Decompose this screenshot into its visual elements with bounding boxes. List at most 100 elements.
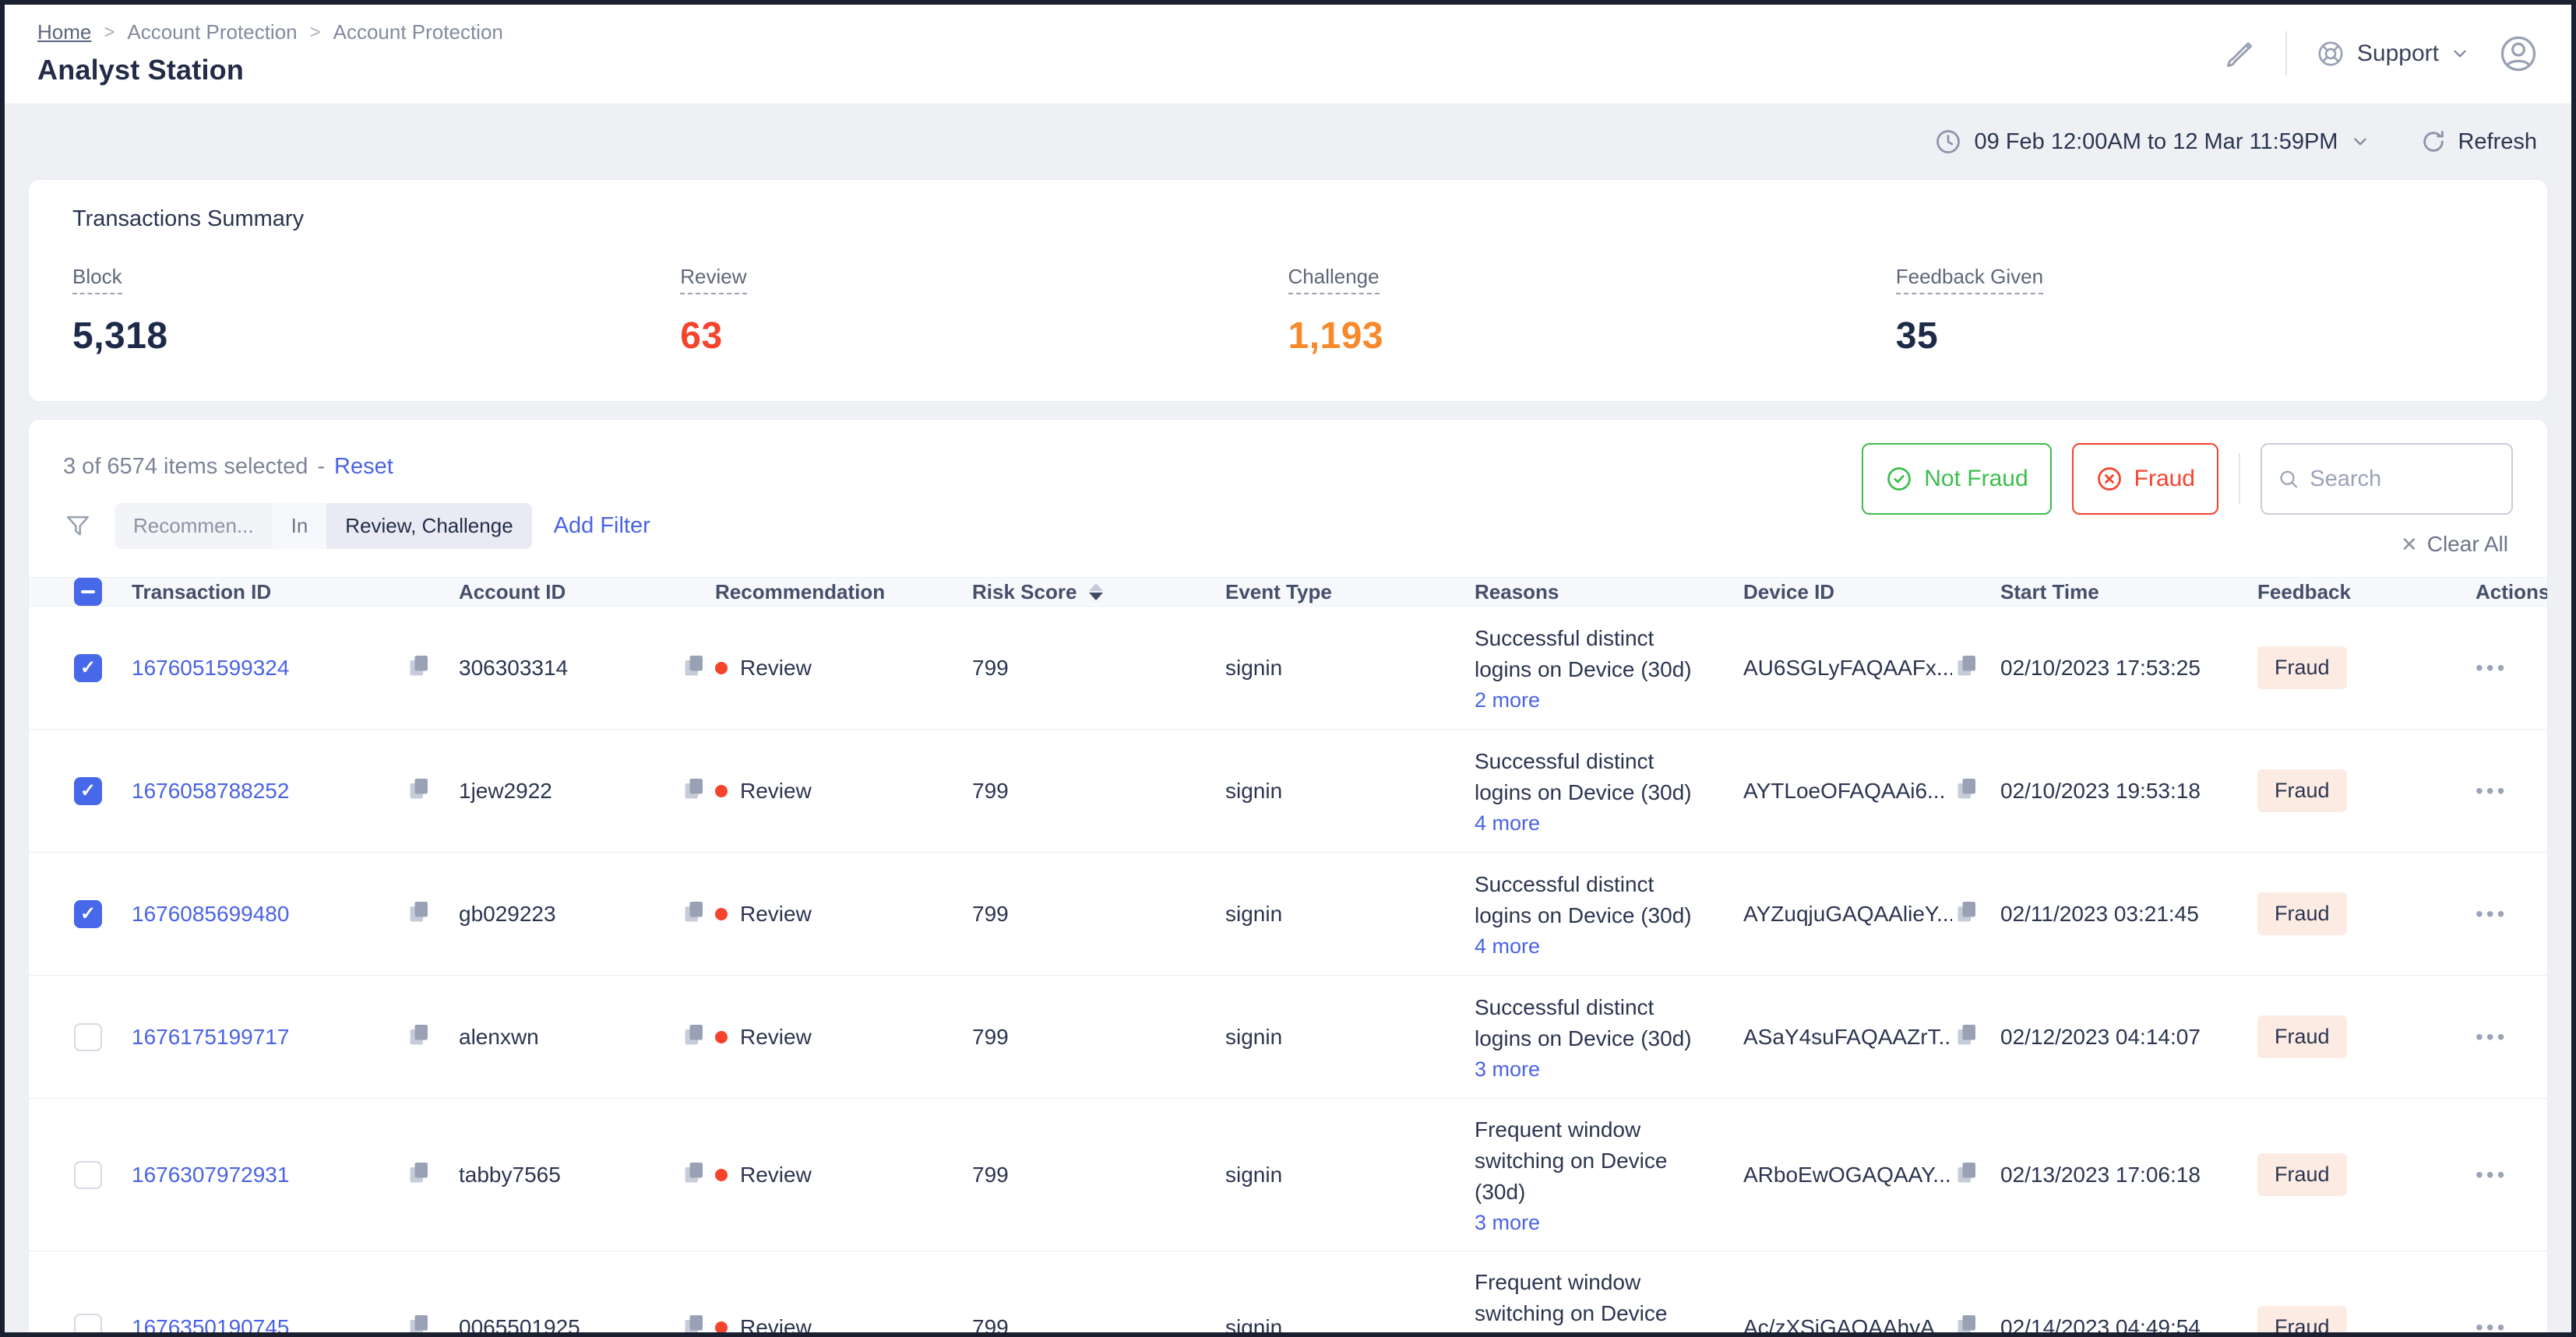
copy-icon[interactable] bbox=[679, 1020, 707, 1054]
breadcrumb-home[interactable]: Home bbox=[37, 20, 92, 44]
theme-brush-icon[interactable] bbox=[2223, 37, 2257, 71]
header-left: Home > Account Protection > Account Prot… bbox=[37, 20, 503, 86]
row-checkbox[interactable] bbox=[74, 1022, 102, 1051]
copy-icon[interactable] bbox=[404, 651, 432, 684]
column-header-transaction-id[interactable]: Transaction ID bbox=[132, 579, 272, 603]
sort-icons[interactable] bbox=[1089, 583, 1104, 600]
date-range-picker[interactable]: 09 Feb 12:00AM to 12 Mar 11:59PM bbox=[1934, 128, 2371, 156]
row-actions-menu-icon[interactable]: ••• bbox=[2476, 778, 2508, 803]
copy-icon[interactable] bbox=[1952, 1311, 1980, 1332]
more-reasons-link[interactable]: 4 more bbox=[1475, 934, 1541, 958]
recommendation-value: Review bbox=[740, 1314, 812, 1333]
reason-text: Successful distinct logins on Device (30… bbox=[1475, 995, 1692, 1050]
selection-summary: 3 of 6574 items selected - Reset bbox=[63, 454, 650, 480]
column-header-account-id[interactable]: Account ID bbox=[459, 579, 566, 603]
row-checkbox[interactable] bbox=[74, 653, 102, 682]
selection-separator: - bbox=[317, 454, 326, 479]
more-reasons-link[interactable]: 2 more bbox=[1475, 688, 1541, 712]
copy-icon[interactable] bbox=[404, 774, 432, 807]
column-header-feedback[interactable]: Feedback bbox=[2257, 579, 2351, 603]
account-id-value: alenxwn bbox=[459, 1024, 539, 1049]
column-header-actions: Actions bbox=[2476, 579, 2547, 603]
row-actions-menu-icon[interactable]: ••• bbox=[2476, 1314, 2508, 1333]
column-header-start-time[interactable]: Start Time bbox=[2000, 579, 2099, 603]
filter-field-pill[interactable]: Recommen... bbox=[115, 503, 273, 549]
filter-funnel-icon bbox=[67, 515, 89, 536]
copy-icon[interactable] bbox=[404, 897, 432, 931]
transaction-id-link[interactable]: 1676051599324 bbox=[132, 655, 290, 680]
filter-operator-pill[interactable]: In bbox=[272, 503, 327, 549]
column-header-recommendation[interactable]: Recommendation bbox=[715, 579, 886, 603]
column-header-event-type[interactable]: Event Type bbox=[1225, 579, 1332, 603]
fraud-button[interactable]: Fraud bbox=[2071, 443, 2218, 515]
device-id-value: AYTLoeOFAQAAi6... bbox=[1743, 778, 1946, 803]
copy-icon[interactable] bbox=[1952, 774, 1980, 807]
metric-label-block[interactable]: Block bbox=[72, 265, 122, 294]
feedback-badge: Fraud bbox=[2257, 646, 2347, 689]
search-input[interactable] bbox=[2310, 466, 2496, 492]
row-checkbox[interactable] bbox=[74, 1313, 102, 1332]
column-header-risk-score[interactable]: Risk Score bbox=[972, 580, 1225, 604]
row-actions-menu-icon[interactable]: ••• bbox=[2476, 655, 2508, 680]
sort-descending-icon[interactable] bbox=[1089, 593, 1104, 600]
risk-score-value: 799 bbox=[972, 1162, 1009, 1187]
copy-icon[interactable] bbox=[679, 651, 707, 684]
vertical-divider bbox=[2239, 453, 2240, 505]
review-status-dot bbox=[715, 1168, 728, 1181]
recommendation-value: Review bbox=[740, 655, 812, 680]
row-actions-menu-icon[interactable]: ••• bbox=[2476, 1162, 2508, 1187]
reset-selection-link[interactable]: Reset bbox=[334, 454, 393, 479]
support-menu[interactable]: Support bbox=[2315, 38, 2470, 69]
row-actions-menu-icon[interactable]: ••• bbox=[2476, 1024, 2508, 1049]
transaction-id-link[interactable]: 1676307972931 bbox=[132, 1162, 290, 1187]
copy-icon[interactable] bbox=[679, 897, 707, 931]
user-avatar-icon[interactable] bbox=[2498, 33, 2539, 74]
transaction-id-link[interactable]: 1676175199717 bbox=[132, 1024, 290, 1049]
search-box[interactable] bbox=[2261, 443, 2513, 515]
account-id-value: 0065501925 bbox=[459, 1314, 580, 1333]
start-time-value: 02/14/2023 04:49:54 bbox=[2000, 1314, 2201, 1333]
not-fraud-button[interactable]: Not Fraud bbox=[1862, 443, 2052, 515]
sort-ascending-icon[interactable] bbox=[1089, 583, 1104, 591]
transaction-id-link[interactable]: 1676085699480 bbox=[132, 901, 290, 926]
risk-score-header-label: Risk Score bbox=[972, 579, 1077, 603]
row-checkbox[interactable] bbox=[74, 776, 102, 805]
more-reasons-link[interactable]: 3 more bbox=[1475, 1211, 1541, 1234]
copy-icon[interactable] bbox=[679, 1158, 707, 1191]
transaction-id-link[interactable]: 1676350190745 bbox=[132, 1314, 290, 1333]
breadcrumb-account-protection[interactable]: Account Protection bbox=[127, 20, 298, 44]
search-icon bbox=[2280, 470, 2298, 488]
recommendation-value: Review bbox=[740, 1024, 812, 1049]
copy-icon[interactable] bbox=[1952, 651, 1980, 684]
metric-label-review[interactable]: Review bbox=[680, 265, 747, 294]
metric-label-challenge[interactable]: Challenge bbox=[1288, 265, 1380, 294]
more-reasons-link[interactable]: 3 more bbox=[1475, 1057, 1541, 1081]
risk-score-value: 799 bbox=[972, 1024, 1009, 1049]
copy-icon[interactable] bbox=[679, 774, 707, 807]
transaction-id-link[interactable]: 1676058788252 bbox=[132, 778, 290, 803]
account-id-value: 1jew2922 bbox=[459, 778, 552, 803]
clear-all-button[interactable]: ✕ Clear All bbox=[2401, 532, 2508, 557]
copy-icon[interactable] bbox=[679, 1311, 707, 1332]
active-filter-chip[interactable]: Recommen... In Review, Challenge bbox=[115, 503, 532, 549]
column-header-device-id[interactable]: Device ID bbox=[1743, 579, 1835, 603]
select-all-checkbox[interactable] bbox=[74, 578, 102, 606]
copy-icon[interactable] bbox=[404, 1311, 432, 1332]
more-reasons-link[interactable]: 4 more bbox=[1475, 811, 1541, 835]
row-checkbox[interactable] bbox=[74, 1160, 102, 1189]
copy-icon[interactable] bbox=[404, 1158, 432, 1191]
add-filter-link[interactable]: Add Filter bbox=[553, 513, 650, 538]
copy-icon[interactable] bbox=[1952, 1158, 1980, 1191]
metric-label-feedback-given[interactable]: Feedback Given bbox=[1895, 265, 2044, 294]
row-checkbox[interactable] bbox=[74, 899, 102, 928]
copy-icon[interactable] bbox=[1952, 1020, 1980, 1054]
copy-icon[interactable] bbox=[1952, 897, 1980, 931]
refresh-button[interactable]: Refresh bbox=[2420, 128, 2537, 155]
row-actions-menu-icon[interactable]: ••• bbox=[2476, 901, 2508, 926]
copy-icon[interactable] bbox=[404, 1020, 432, 1054]
column-header-reasons[interactable]: Reasons bbox=[1475, 579, 1559, 603]
filter-value-pill[interactable]: Review, Challenge bbox=[326, 503, 532, 549]
summary-metrics: Block 5,318 Review 63 Challenge 1,193 Fe… bbox=[72, 265, 2504, 357]
reason-text: Successful distinct logins on Device (30… bbox=[1475, 626, 1692, 681]
feedback-badge: Fraud bbox=[2257, 769, 2347, 812]
